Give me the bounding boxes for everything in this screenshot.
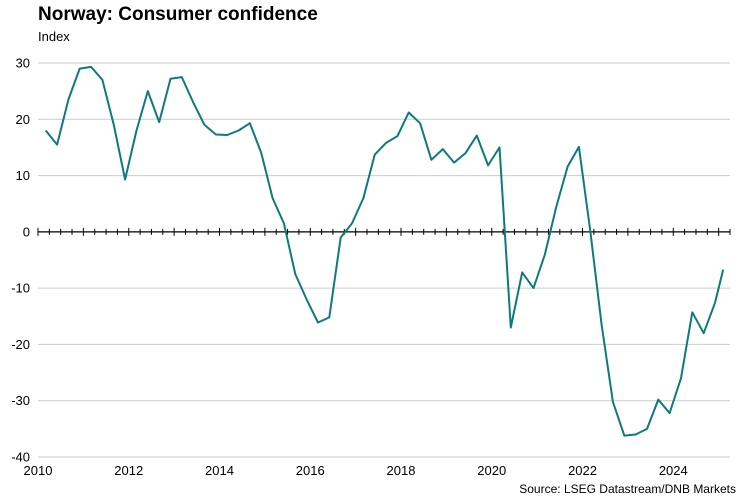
y-tick-label: 0 xyxy=(23,224,30,239)
x-tick-label: 2024 xyxy=(659,463,688,478)
y-tick-label: -30 xyxy=(11,393,30,408)
x-tick-label: 2010 xyxy=(24,463,53,478)
y-tick-label: -40 xyxy=(11,450,30,465)
x-tick-labels: 2010 2012 2014 2016 2018 2020 2022 2024 xyxy=(24,463,688,478)
x-tick-label: 2012 xyxy=(114,463,143,478)
zero-axis xyxy=(37,227,731,236)
grid-lines xyxy=(38,62,730,458)
y-tick-label: 30 xyxy=(16,56,30,71)
series-layer xyxy=(44,65,725,437)
y-tick-label: 20 xyxy=(16,112,30,127)
y-axis-label: Index xyxy=(38,29,70,44)
series-line xyxy=(44,65,725,437)
x-tick-label: 2020 xyxy=(477,463,506,478)
source-note: Source: LSEG Datastream/DNB Markets xyxy=(519,482,736,496)
y-tick-label: -20 xyxy=(11,337,30,352)
x-tick-label: 2018 xyxy=(387,463,416,478)
x-tick-label: 2014 xyxy=(205,463,234,478)
x-tick-label: 2016 xyxy=(296,463,325,478)
y-tick-labels: 30 20 10 0 -10 -20 -30 -40 xyxy=(11,56,30,465)
x-tick-label: 2022 xyxy=(568,463,597,478)
chart-title: Norway: Consumer confidence xyxy=(38,4,318,25)
y-tick-label: 10 xyxy=(16,168,30,183)
y-tick-label: -10 xyxy=(11,281,30,296)
